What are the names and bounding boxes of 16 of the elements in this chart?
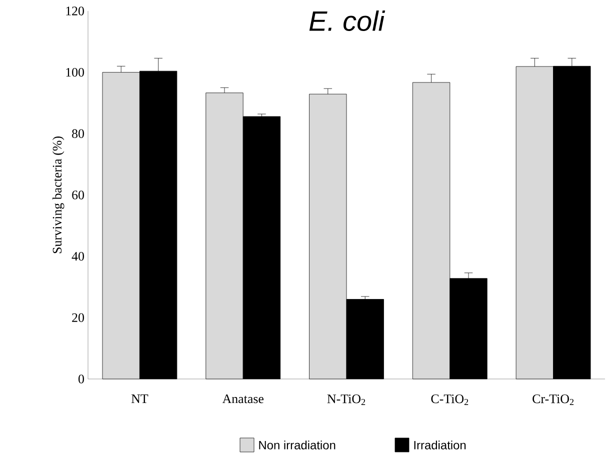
legend-label: Non irradiation	[259, 440, 336, 450]
y-tick-label: 40	[72, 252, 84, 261]
x-tick-label: Cr-TiO$_{2}$	[532, 394, 574, 405]
legend-label: Irradiation	[414, 440, 466, 450]
y-tick-label: 120	[66, 6, 84, 16]
x-tick-label: N-TiO$_{2}$	[327, 394, 366, 405]
chart-title: E. coli	[309, 10, 386, 32]
x-tick-label: NT	[131, 394, 148, 403]
y-tick-label: 60	[72, 190, 84, 200]
y-axis-title: Surviving bacteria (%)	[52, 136, 64, 254]
x-tick-label: C-TiO$_{2}$	[431, 394, 468, 405]
x-tick-label: Anatase	[222, 394, 264, 404]
y-tick-label: 100	[66, 68, 84, 77]
y-tick-label: 20	[72, 313, 84, 322]
y-tick-label: 80	[72, 129, 84, 138]
y-tick-label: 0	[78, 374, 84, 384]
